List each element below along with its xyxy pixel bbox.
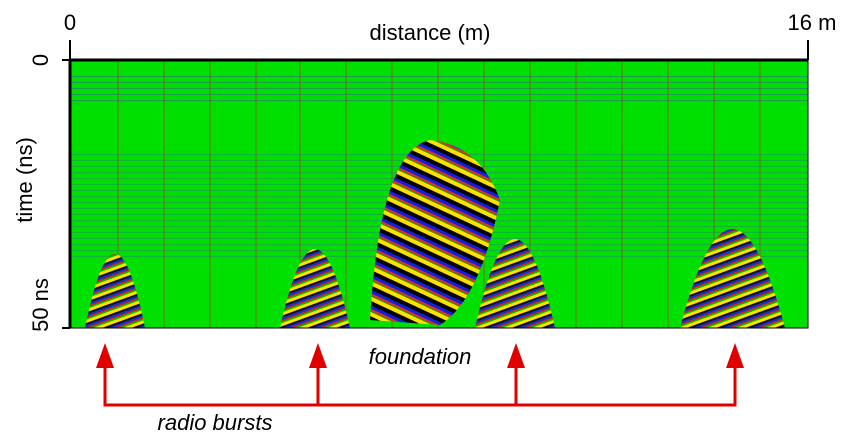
burst-1 [85, 254, 145, 328]
burst-4 [680, 229, 785, 328]
foundation-label: foundation [369, 344, 472, 369]
x-tick-label: 16 m [788, 10, 837, 35]
y-tick-label: 0 [28, 54, 53, 66]
x-axis-label: distance (m) [369, 20, 490, 45]
x-tick-label: 0 [64, 10, 76, 35]
burst-2 [280, 249, 350, 328]
bursts-label: radio bursts [158, 410, 273, 435]
burst-3 [475, 239, 555, 328]
y-tick-label: 50 ns [28, 278, 53, 332]
foundation-reflection [370, 140, 500, 325]
arrowheads [96, 343, 744, 368]
radargram [69, 59, 809, 329]
surface-bands [70, 75, 808, 105]
y-axis-label: time (ns) [12, 137, 37, 223]
burst-arrows [103, 365, 737, 407]
